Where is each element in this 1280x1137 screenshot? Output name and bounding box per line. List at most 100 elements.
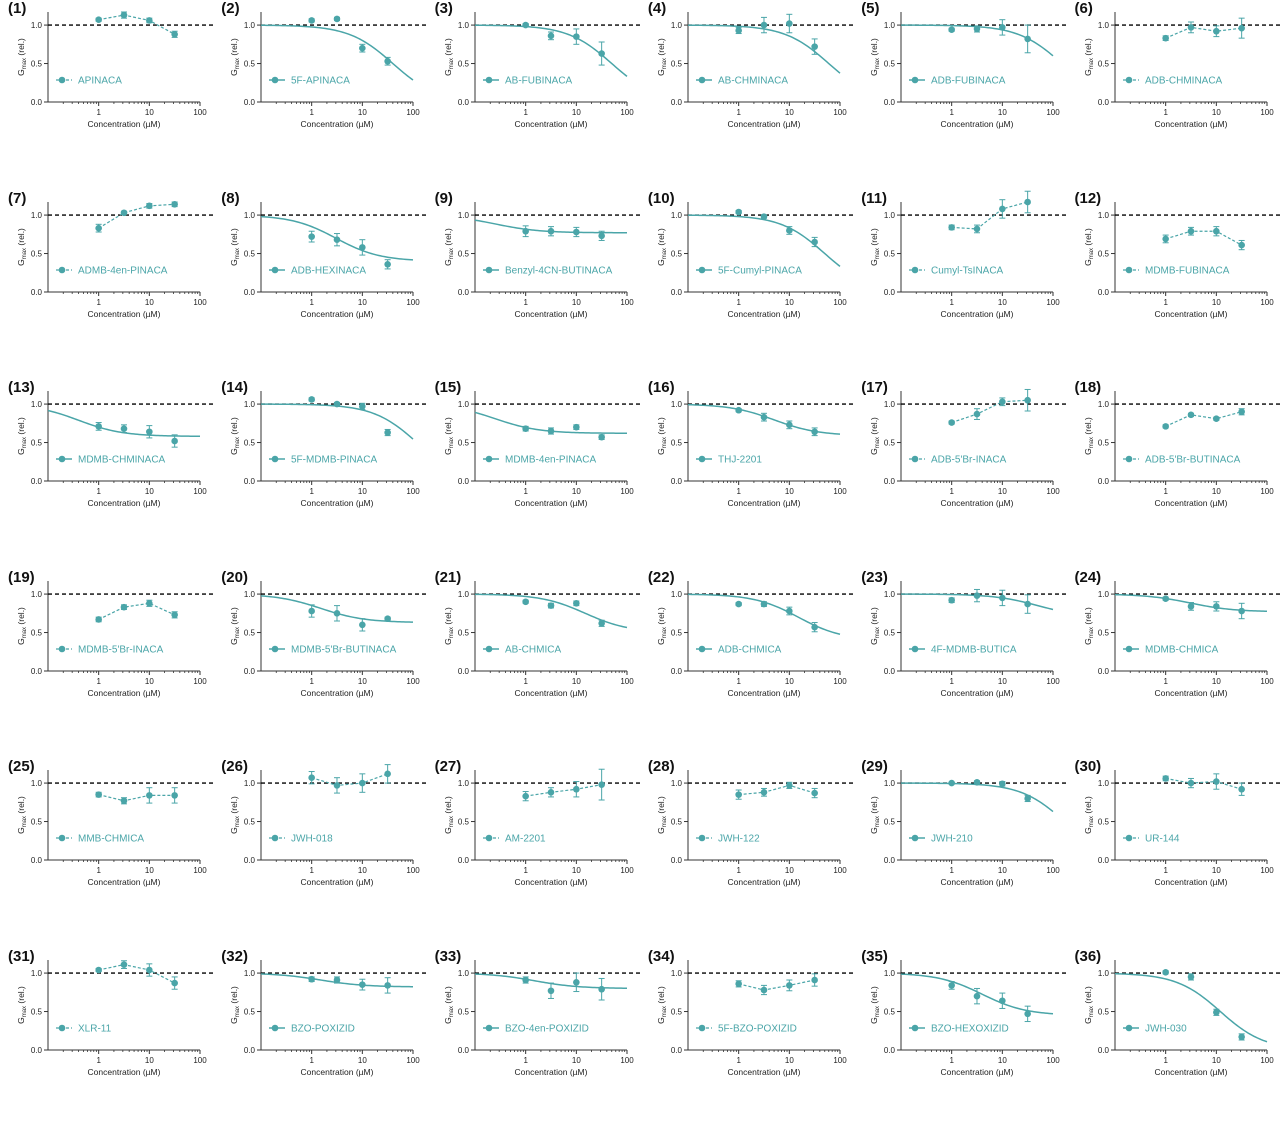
data-point [1187, 24, 1194, 31]
y-tick-label: 0.5 [1097, 1007, 1109, 1016]
y-axis-label: Gmax (rel.) [1083, 796, 1095, 834]
data-point [547, 227, 554, 235]
y-axis-label: Gmax (rel.) [229, 606, 241, 644]
chart-svg: 0.0 0.5 1.0 1 10 100 Concentration (µM) Gmax (r… [656, 959, 854, 1077]
x-tick-label: 100 [833, 1056, 847, 1065]
x-tick-label: 1 [1163, 298, 1168, 307]
chart-svg: 0.0 0.5 1.0 1 10 100 Concentration (µM) Gmax (r… [656, 391, 854, 508]
chart-panel: (12) 0.0 0.5 1.0 1 10 100 Concentration (µM) Gma… [1067, 190, 1280, 379]
y-tick-label: 0.0 [1097, 477, 1109, 486]
panel-number: (2) [221, 0, 240, 17]
chart-svg: 0.0 0.5 1.0 1 10 100 Concentration (µM) Gmax (r… [229, 201, 428, 319]
y-axis-label: Gmax (rel.) [869, 227, 881, 265]
data-point [1237, 241, 1245, 248]
data-point [308, 232, 316, 240]
panel-number: (34) [647, 947, 675, 965]
data-point [308, 774, 316, 781]
y-tick-label: 1.0 [671, 21, 683, 30]
legend-label: ADB-HEXINACA [291, 265, 366, 276]
x-axis-label: Concentration (µM) [727, 1067, 800, 1077]
data-point [1161, 968, 1169, 976]
panel-number: (22) [647, 568, 675, 586]
data-point [597, 232, 605, 239]
data-point [735, 208, 742, 215]
data-point [948, 779, 956, 787]
x-tick-label: 100 [1047, 298, 1061, 307]
x-tick-label: 10 [1211, 1056, 1220, 1065]
data-point [811, 43, 818, 50]
data-point [597, 985, 605, 993]
panel-number: (15) [434, 379, 462, 396]
data-point [760, 212, 768, 220]
x-tick-label: 100 [1047, 677, 1061, 686]
x-axis-label: Concentration (µM) [301, 688, 374, 698]
y-tick-label: 0.5 [884, 818, 896, 827]
panel-number: (21) [434, 568, 462, 586]
y-tick-label: 0.5 [884, 249, 896, 258]
y-tick-label: 0.0 [31, 667, 43, 676]
x-tick-label: 1 [950, 298, 955, 307]
legend-marker [698, 266, 706, 273]
y-tick-label: 0.5 [31, 818, 43, 827]
data-point [1212, 778, 1220, 785]
legend-marker [271, 266, 279, 273]
data-point [1024, 396, 1032, 404]
x-tick-label: 1 [96, 487, 101, 496]
y-axis-label: Gmax (rel.) [656, 985, 668, 1023]
y-tick-label: 0.5 [244, 60, 256, 69]
x-tick-label: 100 [620, 487, 634, 496]
legend-marker [485, 1024, 492, 1031]
chart-svg: 0.0 0.5 1.0 1 10 100 Concentration (µM) Gmax (r… [229, 764, 428, 887]
x-tick-label: 10 [145, 108, 154, 117]
data-point [735, 791, 742, 798]
x-tick-label: 100 [620, 866, 634, 875]
x-tick-label: 10 [1211, 108, 1220, 117]
chart-panel: (32) 0.0 0.5 1.0 1 10 100 Concentration (µM) Gma… [213, 948, 428, 1137]
legend-marker [485, 834, 492, 842]
data-point [785, 607, 793, 614]
x-tick-label: 10 [998, 677, 1007, 686]
legend-label: AM-2201 [505, 834, 546, 845]
x-tick-label: 10 [785, 866, 794, 875]
y-tick-label: 1.0 [31, 590, 43, 599]
chart-panel: (16) 0.0 0.5 1.0 1 10 100 Concentration (µM) Gma… [640, 379, 854, 568]
x-axis-label: Concentration (µM) [941, 1067, 1014, 1077]
x-axis-label: Concentration (µM) [514, 688, 587, 698]
y-axis-label: Gmax (rel.) [16, 796, 28, 834]
connect-line [1165, 777, 1242, 790]
data-point [948, 596, 956, 604]
y-tick-label: 1.0 [671, 590, 683, 599]
data-point [359, 403, 366, 410]
x-tick-label: 100 [833, 298, 847, 307]
chart-svg: 0.0 0.5 1.0 1 10 100 Concentration (µM) Gmax (r… [656, 201, 854, 319]
chart-svg: 0.0 0.5 1.0 1 10 100 Concentration (µM) Gmax (r… [869, 388, 1068, 508]
y-axis-label: Gmax (rel.) [869, 38, 881, 76]
x-axis-label: Concentration (µM) [941, 309, 1014, 319]
panel-number: (20) [221, 568, 248, 586]
legend-marker [58, 266, 66, 273]
data-point [1161, 775, 1169, 782]
legend-label: BZO-4en-POXIZID [505, 1023, 589, 1034]
y-axis-label: Gmax (rel.) [443, 227, 455, 265]
data-point [735, 27, 742, 34]
data-point [973, 25, 981, 33]
y-tick-label: 0.5 [884, 628, 896, 637]
legend-label: AB-FUBINACA [505, 76, 573, 87]
panel-number: (8) [221, 189, 240, 207]
data-point [308, 607, 316, 614]
chart-svg: 0.0 0.5 1.0 1 10 100 Concentration (µM) Gmax (r… [869, 190, 1068, 319]
y-tick-label: 0.0 [1097, 667, 1109, 676]
y-tick-label: 0.0 [244, 98, 256, 107]
data-point [333, 976, 341, 983]
legend-label: ADB-FUBINACA [931, 76, 1006, 87]
legend-marker [911, 76, 919, 84]
y-tick-label: 0.0 [457, 98, 469, 107]
x-axis-label: Concentration (µM) [514, 1067, 587, 1077]
y-tick-label: 0.5 [244, 628, 256, 637]
chart-svg: 0.0 0.5 1.0 1 10 100 Concentration (µM) Gmax (r… [1083, 959, 1280, 1077]
panel-number: (13) [8, 379, 35, 396]
chart-panel: (18) 0.0 0.5 1.0 1 10 100 Concentration (µM) Gma… [1067, 379, 1280, 568]
y-tick-label: 1.0 [884, 590, 896, 599]
y-axis-label: Gmax (rel.) [229, 38, 241, 76]
